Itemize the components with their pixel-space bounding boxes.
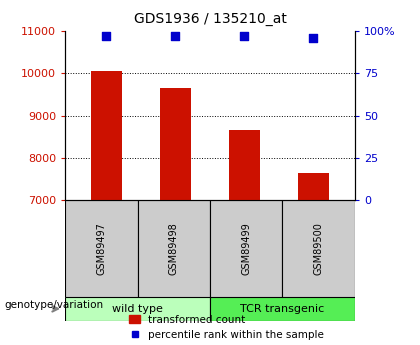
Text: GSM89498: GSM89498 — [169, 222, 179, 275]
Bar — [210, 297, 355, 321]
Text: GSM89500: GSM89500 — [314, 222, 324, 275]
Point — [310, 35, 317, 41]
Point — [103, 33, 110, 39]
Bar — [298, 172, 329, 200]
Text: GDS1936 / 135210_at: GDS1936 / 135210_at — [134, 12, 286, 26]
Bar — [210, 200, 282, 297]
Point — [241, 33, 248, 39]
Bar — [65, 297, 210, 321]
Legend: transformed count, percentile rank within the sample: transformed count, percentile rank withi… — [129, 315, 324, 340]
Bar — [160, 88, 191, 200]
Bar — [138, 200, 210, 297]
Text: wild type: wild type — [112, 304, 163, 314]
Text: GSM89497: GSM89497 — [96, 222, 106, 275]
Bar — [282, 200, 355, 297]
Bar — [65, 200, 138, 297]
Point — [172, 33, 179, 39]
Text: TCR transgenic: TCR transgenic — [240, 304, 325, 314]
Text: genotype/variation: genotype/variation — [4, 300, 103, 310]
Bar — [91, 71, 122, 200]
Bar — [229, 130, 260, 200]
Text: GSM89499: GSM89499 — [241, 222, 251, 275]
